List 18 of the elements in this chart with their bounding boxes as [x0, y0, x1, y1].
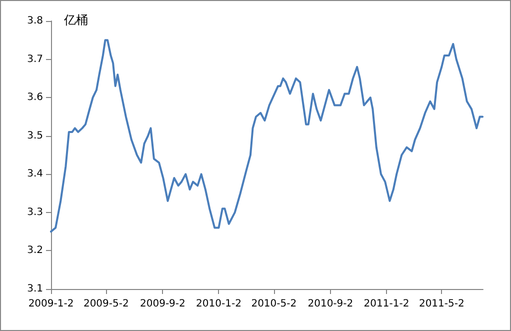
- y-tick-label: 3.3: [27, 206, 43, 218]
- y-tick-label: 3.1: [27, 284, 43, 294]
- x-tick-label: 2011-1-2: [364, 298, 410, 310]
- y-axis-title: 亿桶: [63, 13, 88, 27]
- x-tick-label: 2011-5-2: [418, 298, 464, 310]
- x-tick-label: 2009-5-2: [83, 298, 129, 310]
- x-tick-label: 2010-9-2: [308, 298, 354, 310]
- y-tick-label: 3.2: [27, 245, 43, 256]
- x-tick-label: 2010-1-2: [196, 298, 242, 310]
- y-tick-label: 3.6: [27, 92, 43, 104]
- x-tick-label: 2009-9-2: [140, 298, 186, 310]
- y-tick-label: 3.8: [27, 16, 43, 26]
- x-tick-label: 2010-5-2: [251, 298, 297, 310]
- line-series: [50, 39, 484, 233]
- y-tick-label: 3.5: [27, 130, 43, 142]
- y-tick-label: 3.4: [27, 168, 43, 180]
- y-tick-label: 3.7: [27, 54, 43, 65]
- x-tick-label: 2009-1-2: [28, 298, 74, 310]
